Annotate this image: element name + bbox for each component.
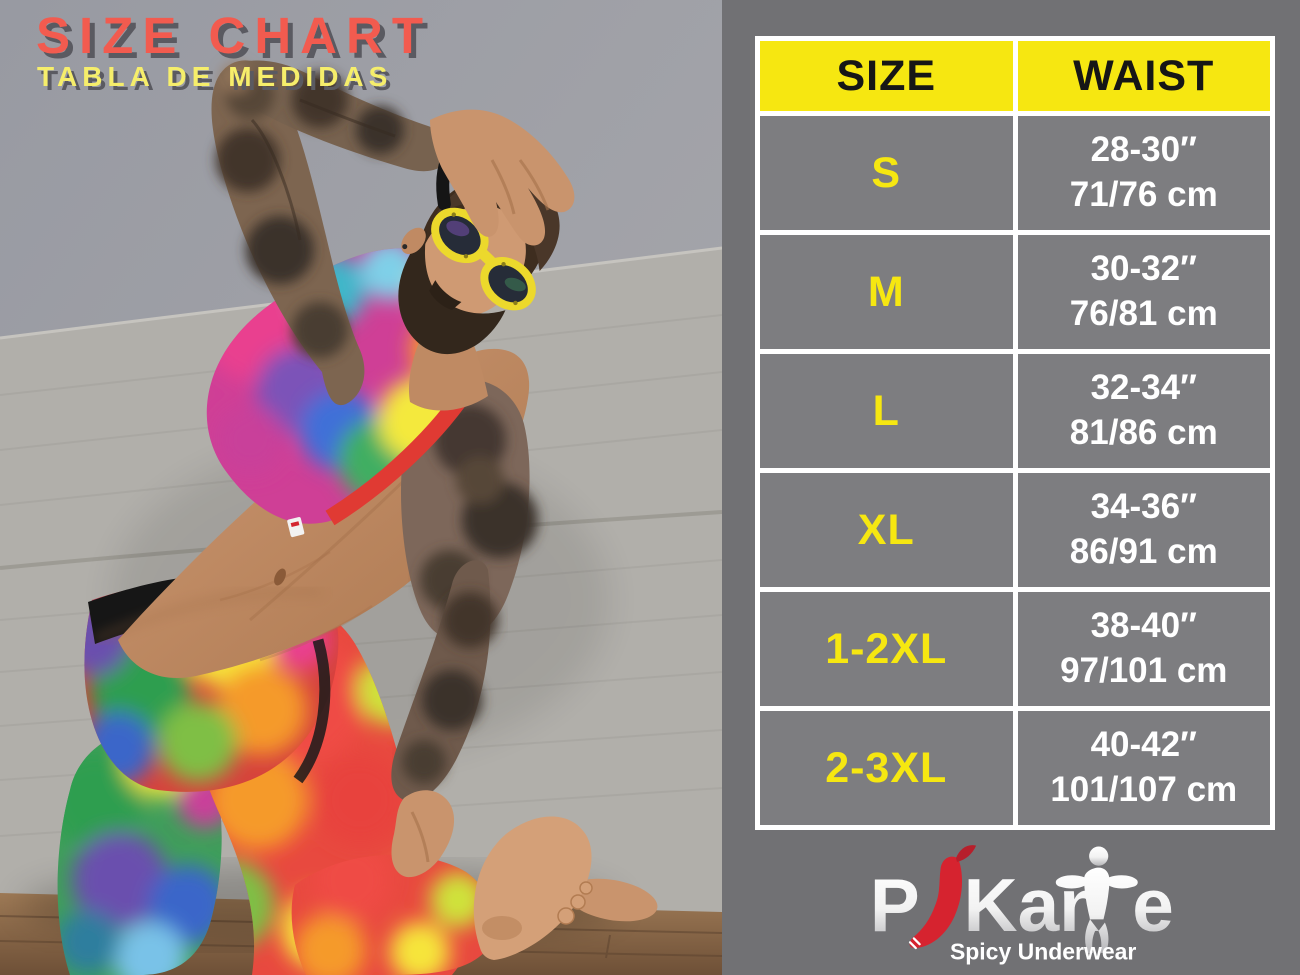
hand-over-head <box>430 109 575 246</box>
size-label: 2-3XL <box>755 706 1018 830</box>
tattooed-shoulder <box>400 378 538 641</box>
page-title: SIZE CHART <box>36 7 432 64</box>
logo-letter-e: e <box>1132 863 1174 947</box>
waist-inches: 34-36″ <box>1090 487 1197 527</box>
tattooed-raised-arm <box>211 60 450 406</box>
logo-letter-p: P <box>870 863 920 947</box>
table-header-row: SIZE WAIST <box>755 36 1275 116</box>
navel <box>274 568 286 586</box>
model-photo-illustration <box>0 0 722 975</box>
earring <box>402 244 408 250</box>
column-header-size: SIZE <box>755 36 1018 116</box>
size-label: 1-2XL <box>755 587 1018 711</box>
waist-value: 34-36″ 86/91 cm <box>1012 468 1275 592</box>
table-row-s: S 28-30″ 71/76 cm <box>755 111 1275 235</box>
man-silhouette-icon <box>1055 846 1138 953</box>
waist-cm: 81/86 cm <box>1069 413 1218 452</box>
waist-value: 38-40″ 97/101 cm <box>1012 587 1275 711</box>
waist-value: 40-42″ 101/107 cm <box>1012 706 1275 830</box>
table-row-2-3xl: 2-3XL 40-42″ 101/107 cm <box>755 706 1275 830</box>
feet <box>473 816 658 960</box>
waist-cm: 86/91 cm <box>1069 532 1218 571</box>
tattooed-forearm <box>391 560 498 878</box>
size-label: M <box>755 230 1018 354</box>
waist-cm: 101/107 cm <box>1050 770 1238 809</box>
waist-cm: 71/76 cm <box>1069 175 1218 214</box>
table-row-xl: XL 34-36″ 86/91 cm <box>755 468 1275 592</box>
model-photo <box>0 0 722 975</box>
waist-inches: 40-42″ <box>1090 725 1197 765</box>
mustache <box>429 280 462 310</box>
waist-inches: 38-40″ <box>1090 606 1197 646</box>
pikante-logo-art: P Kan e Spicy Underwear <box>870 845 1174 965</box>
table-row-1-2xl: 1-2XL 38-40″ 97/101 cm <box>755 587 1275 711</box>
pikante-logo: P Kan e Spicy Underwear <box>866 838 1182 970</box>
size-label: L <box>755 349 1018 473</box>
ear <box>401 227 426 255</box>
waist-inches: 32-34″ <box>1090 368 1197 408</box>
logo-letters-kan: Kan <box>964 863 1105 947</box>
waist-inches: 30-32″ <box>1090 249 1197 289</box>
waist-cm: 97/101 cm <box>1060 651 1228 690</box>
waist-value: 28-30″ 71/76 cm <box>1012 111 1275 235</box>
logo-tagline: Spicy Underwear <box>950 939 1136 965</box>
column-header-waist: WAIST <box>1012 36 1275 116</box>
size-label: S <box>755 111 1018 235</box>
waist-value: 30-32″ 76/81 cm <box>1012 230 1275 354</box>
waist-cm: 76/81 cm <box>1069 294 1218 333</box>
chili-pepper-icon <box>908 845 977 950</box>
waist-inches: 28-30″ <box>1090 130 1197 170</box>
size-chart-table: SIZE WAIST S 28-30″ 71/76 cm M 30-32″ 76… <box>755 36 1275 830</box>
table-row-l: L 32-34″ 81/86 cm <box>755 349 1275 473</box>
yellow-sunglasses <box>431 207 536 311</box>
beard <box>398 231 506 355</box>
table-row-m: M 30-32″ 76/81 cm <box>755 230 1275 354</box>
waist-value: 32-34″ 81/86 cm <box>1012 349 1275 473</box>
size-label: XL <box>755 468 1018 592</box>
crop-top-tag <box>287 517 305 538</box>
page-subtitle: TABLA DE MEDIDAS <box>37 61 393 92</box>
